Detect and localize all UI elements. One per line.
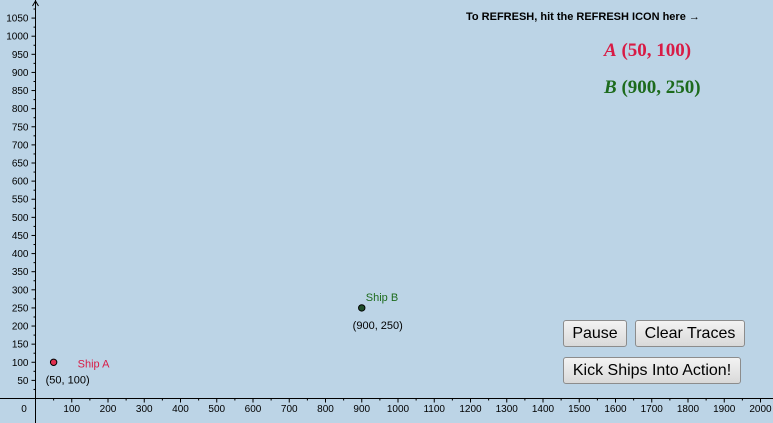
y-tick-label: 50 [17, 376, 29, 387]
y-tick-label: 100 [12, 358, 29, 369]
y-tick-label: 550 [12, 195, 29, 206]
y-tick-label: 300 [12, 285, 29, 296]
kick-ships-button[interactable]: Kick Ships Into Action! [563, 357, 741, 384]
x-tick-label: 1900 [713, 404, 736, 415]
pause-button[interactable]: Pause [563, 320, 627, 347]
y-tick-label: 400 [12, 249, 29, 260]
y-tick-label: 350 [12, 267, 29, 278]
y-tick-label: 450 [12, 231, 29, 242]
ship-a-coordinates: (50, 100) [621, 40, 692, 61]
y-tick-label: 250 [12, 303, 29, 314]
y-tick-label: 950 [12, 50, 29, 61]
x-tick-label: 600 [245, 404, 262, 415]
x-tick-label: 400 [172, 404, 189, 415]
ships: Ship A (50, 100) Ship B (900, 250) [46, 292, 403, 386]
x-tick-label: 1700 [641, 404, 664, 415]
x-tick-label: 1600 [604, 404, 627, 415]
y-tick-label: 900 [12, 68, 29, 79]
x-tick-label: 1200 [459, 404, 482, 415]
y-tick-label: 800 [12, 104, 29, 115]
x-tick-label: 700 [281, 404, 298, 415]
x-tick-label: 1300 [496, 404, 519, 415]
ship-b-name: Ship B [366, 292, 398, 304]
y-tick-label: 600 [12, 177, 29, 188]
x-tick-label: 1100 [423, 404, 445, 415]
x-tick-label: 1500 [568, 404, 591, 415]
x-tick-label: 1000 [387, 404, 410, 415]
x-tick-label: 1800 [677, 404, 700, 415]
y-tick-label: 650 [12, 159, 29, 170]
ship-b-coordinates: (900, 250) [621, 77, 701, 98]
x-tick-label: 1400 [532, 404, 555, 415]
ship-b-point [358, 304, 366, 312]
ship-b-coords: (900, 250) [353, 320, 403, 332]
ship-a-name: Ship A [78, 358, 110, 370]
ship-a-coords: (50, 100) [46, 374, 90, 386]
ship-a-letter: A [604, 40, 617, 61]
ship-a-coordinate-label: A (50, 100) [604, 40, 691, 62]
x-tick-label: 900 [353, 404, 370, 415]
y-tick-label: 850 [12, 86, 29, 97]
y-tick-label: 750 [12, 122, 29, 133]
refresh-instruction: To REFRESH, hit the REFRESH ICON here → [466, 11, 700, 23]
x-tick-label: 800 [317, 404, 334, 415]
y-tick-label: 1000 [6, 32, 29, 43]
ship-b-coordinate-label: B (900, 250) [604, 77, 701, 99]
y-axis-arrow [32, 0, 39, 7]
x-tick-label: 100 [63, 404, 80, 415]
y-tick-label: 150 [12, 340, 29, 351]
x-tick-label: 2000 [749, 404, 772, 415]
clear-traces-button[interactable]: Clear Traces [635, 320, 745, 347]
y-tick-label: 200 [12, 322, 29, 333]
x-tick-label: 300 [136, 404, 153, 415]
origin-label: 0 [21, 404, 27, 415]
ship-a-point [49, 358, 58, 366]
y-tick-label: 1050 [6, 14, 29, 25]
ship-b-letter: B [604, 77, 617, 98]
y-tick-label: 500 [12, 213, 29, 224]
x-tick-label: 500 [208, 404, 225, 415]
y-tick-label: 700 [12, 140, 29, 151]
x-tick-label: 200 [100, 404, 117, 415]
